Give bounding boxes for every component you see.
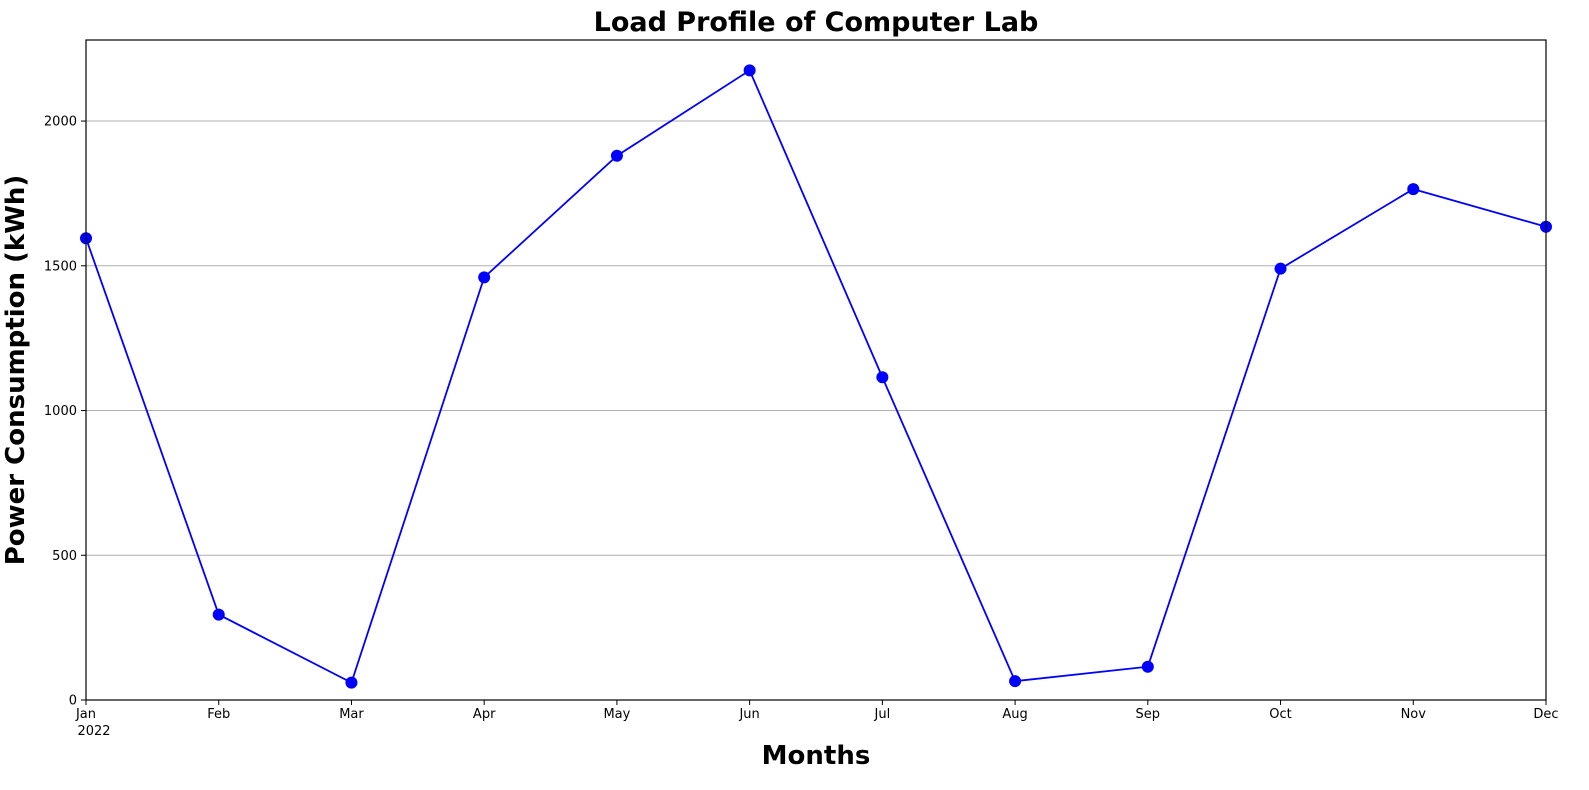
x-axis-label: Months	[762, 741, 871, 771]
x-tick-label: Jan	[75, 707, 96, 722]
data-series	[80, 64, 1552, 689]
grid-lines	[86, 120, 1546, 556]
y-axis-ticks: 0 500 1000 1500 2000	[44, 115, 86, 709]
y-tick-label: 500	[52, 549, 77, 564]
x-tick-label: Feb	[207, 707, 230, 722]
x-tick-label: Dec	[1533, 707, 1558, 722]
x-tick-label: Jun	[738, 707, 759, 722]
x-tick-label: Apr	[473, 707, 496, 722]
y-tick-label: 0	[69, 694, 77, 709]
data-point-may	[610, 149, 623, 162]
data-point-feb	[212, 608, 225, 621]
y-axis-label: Power Consumption (kWh)	[1, 175, 31, 566]
x-tick-label: Oct	[1269, 707, 1291, 722]
data-point-nov	[1407, 183, 1420, 196]
data-point-jun	[743, 64, 756, 77]
x-axis-ticks: Jan Feb Mar Apr May Jun Jul Aug Sep Oct Nov Dec 2022	[75, 700, 1559, 739]
x-tick-label: Aug	[1002, 707, 1027, 722]
x-tick-label: Jul	[874, 707, 891, 722]
data-point-oct	[1274, 262, 1287, 275]
x-tick-label: Nov	[1401, 707, 1427, 722]
chart-title: Load Profile of Computer Lab	[594, 7, 1039, 38]
x-tick-label: Mar	[339, 707, 364, 722]
y-tick-label: 2000	[44, 115, 77, 130]
series-line	[85, 69, 1547, 684]
y-tick-label: 1000	[44, 404, 77, 419]
x-year-label: 2022	[77, 724, 110, 739]
x-tick-label: May	[603, 707, 630, 722]
y-tick-label: 1500	[44, 259, 77, 274]
data-point-mar	[345, 676, 358, 689]
axes-frame	[85, 39, 1547, 701]
data-point-jul	[876, 371, 889, 384]
data-point-aug	[1009, 675, 1022, 688]
data-point-sep	[1141, 660, 1154, 673]
x-tick-label: Sep	[1136, 707, 1161, 722]
data-point-apr	[478, 271, 491, 284]
